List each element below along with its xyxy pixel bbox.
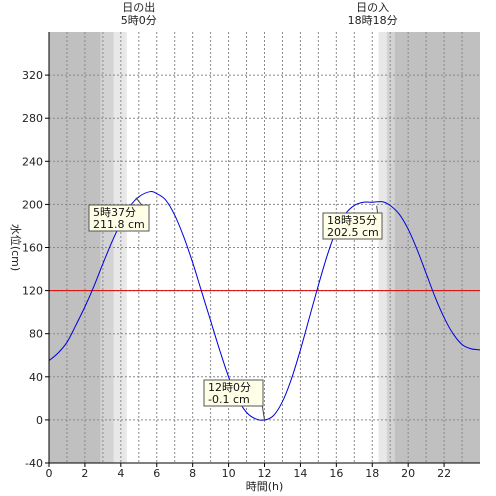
callout-level: 211.8 cm bbox=[93, 218, 145, 231]
y-axis-title: 水位(cm) bbox=[9, 224, 23, 271]
callout-level: -0.1 cm bbox=[208, 393, 250, 406]
x-tick-label: 8 bbox=[189, 467, 196, 480]
y-tick-label: 200 bbox=[22, 198, 43, 211]
sunset-time: 18時18分 bbox=[348, 14, 398, 27]
y-tick-label: 0 bbox=[36, 414, 43, 427]
callout-time: 18時35分 bbox=[327, 214, 377, 227]
twilight-band-morning-2 bbox=[113, 32, 127, 463]
x-tick-label: 2 bbox=[81, 467, 88, 480]
x-tick-label: 22 bbox=[437, 467, 451, 480]
y-tick-label: 40 bbox=[29, 371, 43, 384]
x-tick-label: 20 bbox=[401, 467, 415, 480]
sunrise-time: 5時0分 bbox=[121, 14, 157, 27]
callout-box bbox=[322, 212, 383, 240]
x-tick-label: 10 bbox=[222, 467, 236, 480]
x-tick-label: 4 bbox=[117, 467, 124, 480]
y-tick-label: 320 bbox=[22, 69, 43, 82]
x-tick-label: 6 bbox=[153, 467, 160, 480]
annotation-callout: 12時0分-0.1 cm bbox=[203, 379, 265, 421]
callout-box bbox=[203, 379, 264, 407]
sunset-label: 日の入 18時18分 bbox=[348, 1, 398, 27]
twilight-band-morning-1 bbox=[100, 32, 114, 463]
x-tick-label: 16 bbox=[329, 467, 343, 480]
y-tick-label: 160 bbox=[22, 242, 43, 255]
x-tick-label: 12 bbox=[258, 467, 272, 480]
callout-level: 202.5 cm bbox=[327, 226, 379, 239]
axis-layer: 0 2 4 6 8 10 12 14 16 18 20 22-40040801201602002402… bbox=[22, 32, 480, 480]
x-tick-label: 18 bbox=[365, 467, 379, 480]
callout-time: 12時0分 bbox=[208, 381, 251, 394]
y-tick-label: 280 bbox=[22, 112, 43, 125]
sunrise-title: 日の出 bbox=[122, 0, 155, 14]
x-tick-label: 0 bbox=[46, 467, 53, 480]
y-tick-label: 120 bbox=[22, 285, 43, 298]
y-tick-label: -40 bbox=[25, 457, 43, 470]
callout-time: 5時37分 bbox=[93, 206, 136, 219]
x-tick-label: 14 bbox=[293, 467, 307, 480]
x-axis-title: 時間(h) bbox=[246, 480, 284, 493]
sunset-title: 日の入 bbox=[356, 1, 389, 14]
callout-box bbox=[88, 204, 150, 232]
y-tick-label: 240 bbox=[22, 155, 43, 168]
y-tick-label: 80 bbox=[29, 328, 43, 341]
sunrise-label: 日の出 5時0分 bbox=[121, 0, 157, 27]
